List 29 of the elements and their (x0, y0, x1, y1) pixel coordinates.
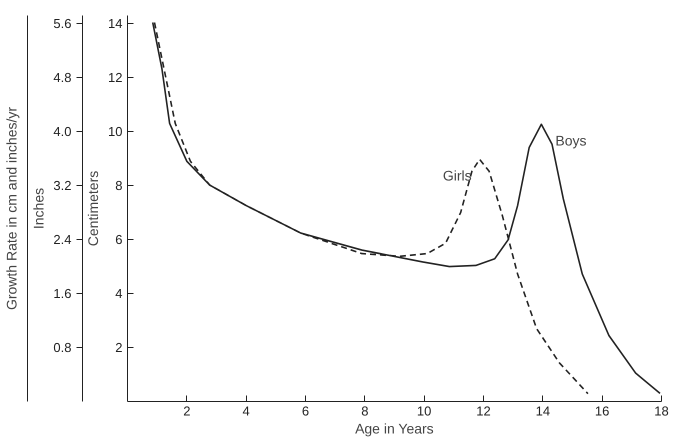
y-tick-label: 2 (115, 340, 123, 356)
x-tick-label: 14 (536, 404, 550, 418)
y-tick-label: 6 (115, 232, 123, 248)
y2-axis-title: Inches (30, 188, 46, 230)
x-tick-label: 4 (242, 404, 250, 418)
x-tick-label: 12 (476, 404, 491, 418)
text: Growth Rate in cm and inches/yr (4, 106, 20, 310)
x-tick-label: 18 (654, 404, 669, 418)
y-tick-label: 4 (115, 286, 123, 302)
x-axis-title: Age in Years (355, 420, 434, 436)
x-tick-label: 16 (594, 404, 610, 418)
y-tick-label: 14 (108, 16, 123, 32)
x-tick-label: 10 (416, 404, 432, 418)
y2-tick-label: 4.0 (53, 124, 72, 140)
y2-tick-label: 4.8 (53, 70, 72, 86)
y2-tick-label: 5.6 (53, 16, 72, 32)
y2-tick-label: 2.4 (53, 232, 72, 248)
x-tick-label: 8 (361, 404, 368, 418)
y2-tick-label: 3.2 (53, 178, 72, 194)
y2-tick-label: 0.8 (53, 340, 72, 356)
y2-tick-label: 1.6 (53, 286, 72, 302)
x-tick-label: 6 (302, 404, 310, 418)
x-tick-label: 2 (183, 404, 190, 418)
y-axis-title: Centimeters (85, 170, 102, 246)
y-tick-label: 10 (108, 124, 123, 140)
series-label: Boys (555, 132, 586, 148)
y-tick-label: 8 (115, 178, 123, 194)
series-label: Girls (442, 167, 472, 184)
y-tick-label: 12 (108, 70, 123, 86)
